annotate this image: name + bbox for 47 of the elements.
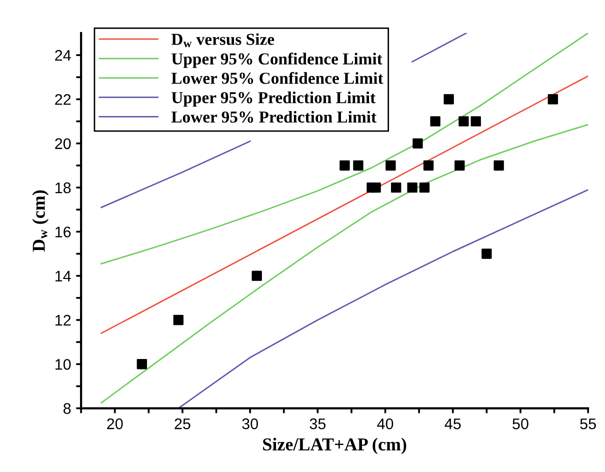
y-tick-label: 18: [56, 182, 71, 194]
x-tick-label: 45: [444, 418, 461, 430]
point: [173, 314, 184, 326]
y-tick-label: 20: [55, 138, 71, 150]
legend-label: Lower 95% Confidence Limit: [171, 72, 384, 84]
line-series: [100, 33, 588, 264]
x-tick-label: 40: [377, 418, 394, 430]
point: [423, 160, 434, 171]
point: [386, 160, 396, 171]
point: [370, 182, 381, 193]
x-tick-label: 55: [580, 418, 596, 430]
point: [430, 116, 440, 126]
x-tick-label: 25: [174, 418, 190, 430]
y-tick-label: 10: [56, 359, 71, 370]
legend-label: Lower 95% Prediction Limit: [171, 110, 376, 123]
y-tick-label: 24: [55, 50, 71, 61]
point: [390, 182, 402, 193]
x-axis-title: Size/LAT+AP (cm): [263, 438, 406, 454]
y-tick-label: 8: [64, 403, 71, 414]
legend-label: D$_{w}$ versus Size: [171, 33, 274, 48]
point: [444, 94, 454, 104]
x-tick-label: 35: [310, 418, 326, 430]
x-tick-label: 20: [107, 418, 123, 430]
point: [340, 160, 350, 171]
point: [494, 160, 504, 171]
point: [419, 182, 430, 193]
y-axis-title: D$_{w}$ (cm): [32, 190, 49, 252]
y-tick-label: 14: [56, 270, 71, 282]
point: [482, 248, 492, 259]
x-tick-label: 30: [242, 418, 258, 430]
x-tick-label: 50: [512, 418, 528, 430]
y-tick-label: 22: [55, 94, 71, 105]
point: [407, 182, 418, 193]
point: [412, 138, 423, 148]
y-tick-label: 12: [56, 314, 71, 326]
point: [548, 94, 558, 104]
line-series: [178, 189, 588, 408]
point: [136, 359, 147, 370]
line-series: [100, 124, 588, 404]
legend-label: Upper 95% Prediction Limit: [172, 92, 376, 107]
point: [252, 270, 262, 281]
point: [353, 160, 364, 171]
point: [470, 116, 481, 126]
point: [458, 116, 469, 126]
y-tick-label: 16: [56, 226, 71, 238]
point: [454, 160, 465, 171]
legend-label: Upper 95% Confidence Limit: [172, 52, 382, 68]
